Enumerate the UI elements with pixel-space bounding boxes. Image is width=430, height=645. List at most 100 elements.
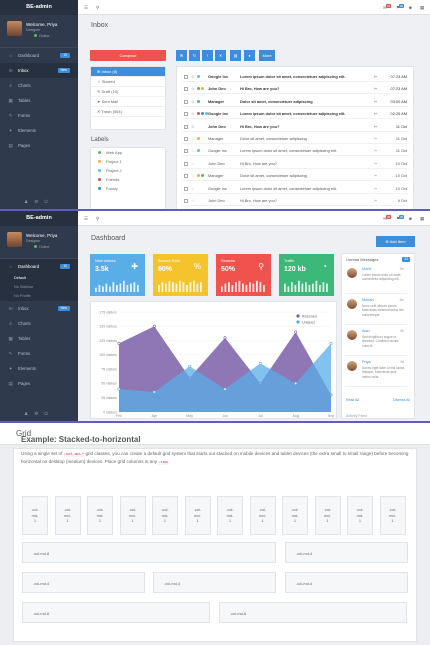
message-checkbox[interactable] (184, 84, 188, 94)
data-point[interactable] (294, 381, 298, 385)
trash-icon[interactable]: ✕ (215, 50, 226, 61)
star-icon[interactable]: ☆ (191, 136, 195, 141)
sidebar-item-forms[interactable]: ✎ Forms (0, 346, 78, 361)
sidebar-item-elements[interactable]: ✦ Elements (0, 361, 78, 376)
star-icon[interactable]: ☆ (191, 198, 195, 203)
folder-item[interactable]: ✎ Draft (10) (91, 87, 165, 97)
folder-item[interactable]: ✕ Trash (554) (91, 107, 165, 117)
sidebar-item-pages[interactable]: ▤ Pages (0, 376, 78, 391)
message-checkbox[interactable] (184, 122, 188, 132)
power-icon[interactable]: ⏻ (44, 411, 54, 416)
sidebar-item-inbox[interactable]: ✉ Inbox New (0, 63, 78, 78)
sidebar-item-dashboard[interactable]: ⌂ Dashboard 10 (0, 259, 78, 274)
inbox-icon[interactable]: ✉ (176, 50, 187, 61)
bell-icon[interactable]: ⚑ 99 (396, 4, 405, 10)
unread-message[interactable]: Mohit 2m Lorem ipsum dolor sit amet, conse… (345, 266, 407, 294)
message-checkbox[interactable] (184, 134, 188, 144)
star-icon[interactable]: ☆ (191, 123, 195, 129)
dismiss-all-link[interactable]: Dismiss All (393, 398, 410, 402)
message-checkbox[interactable] (184, 196, 188, 206)
message-row[interactable]: ☆ Google Inc Lorem ipsum dolor sit amet, c… (182, 146, 409, 157)
message-row[interactable]: ☆ John Deo Hi Bro, How are you? ✂ 10 Oct (182, 159, 409, 169)
message-checkbox[interactable] (184, 184, 188, 194)
refresh-icon[interactable]: ↻ (189, 50, 200, 61)
gear-icon[interactable]: ⚙ (34, 411, 45, 416)
message-row[interactable]: ☆ Google Inc Lorem ipsum dolor sit amet, c… (182, 184, 409, 194)
message-checkbox[interactable] (184, 109, 188, 119)
unread-message[interactable]: Mohan 5m Nunc velit ultrices ipsum. Maecen… (345, 297, 407, 325)
grid-icon[interactable]: ▦ (420, 5, 425, 10)
sidebar-item-inbox[interactable]: ✉ Inbox New (0, 301, 78, 316)
mail-icon[interactable]: ✉ 99 (383, 215, 392, 221)
menu-icon[interactable]: ☰ (84, 216, 89, 221)
star-icon[interactable]: ☆ (191, 86, 195, 92)
data-point[interactable] (329, 341, 333, 345)
folder-item[interactable]: ✉ Inbox (8) (91, 67, 165, 77)
message-checkbox[interactable] (184, 97, 188, 107)
unread-message[interactable]: Priya 9d Donec eget diam id nisi luctus tr… (345, 359, 407, 387)
star-icon[interactable]: ☆ (191, 185, 195, 191)
mail-icon[interactable]: ✉ 99 (383, 4, 392, 10)
user-icon[interactable]: ☻ (408, 216, 413, 221)
sidebar-item-pages[interactable]: ▤ Pages (0, 138, 78, 153)
folder-item[interactable]: ➤ Sent Mail (91, 97, 165, 107)
message-checkbox[interactable] (184, 146, 188, 156)
user-plus-icon[interactable]: ♟ (24, 411, 35, 416)
gear-icon[interactable]: ⚙ (34, 199, 45, 204)
star-icon[interactable]: ☆ (191, 173, 195, 179)
sidebar-item-charts[interactable]: ≡ Charts (0, 78, 78, 93)
message-row[interactable]: ☆ Google Inc Lorem ipsum dolor sit amet, c… (182, 109, 409, 120)
unread-message[interactable]: Alan 6h Sed fringilla ex augue ut tincidun… (345, 328, 407, 356)
data-point[interactable] (223, 387, 227, 391)
compose-button[interactable]: Compose (90, 50, 166, 61)
message-row[interactable]: ☆ Manager Dolor sit amet, consectetuer adi… (182, 171, 409, 182)
data-point[interactable] (223, 336, 227, 340)
data-point[interactable] (152, 324, 156, 328)
search-icon[interactable]: ⚲ (96, 5, 100, 10)
stat-tile[interactable]: Bounce Rate 60%% (153, 254, 208, 296)
message-row[interactable]: ☆ John Deo Hi Bro, How are you? ✂ 07:23 AM (182, 84, 409, 95)
star-icon[interactable]: ☆ (191, 111, 195, 117)
search-icon[interactable]: ⚲ (96, 216, 100, 221)
avatar[interactable] (7, 21, 22, 36)
brand-logo[interactable]: BE-admin (0, 211, 78, 226)
message-row[interactable]: ☆ John Deo Hi Bro, How are you? ✂ 11 Oct (182, 122, 409, 132)
alert-icon[interactable]: ! (202, 50, 213, 61)
data-point[interactable] (294, 330, 298, 334)
message-row[interactable]: ☆ John Deo Hi Bro, How are you? ✂ 9 Oct (182, 196, 409, 206)
message-row[interactable]: ☆ Manager Dolor sit amet, consectetuer adi… (182, 134, 409, 144)
user-icon[interactable]: ☻ (408, 5, 413, 10)
tag-icon[interactable]: ♦ (244, 50, 255, 61)
sidebar-item-tables[interactable]: ▦ Tables (0, 331, 78, 346)
label-item[interactable]: Friends (91, 175, 165, 184)
sidebar-item-charts[interactable]: ≡ Charts (0, 316, 78, 331)
star-icon[interactable]: ☆ (191, 160, 195, 166)
read-all-link[interactable]: Read All (346, 398, 360, 402)
menu-icon[interactable]: ☰ (84, 5, 89, 10)
message-checkbox[interactable] (184, 72, 188, 82)
label-item[interactable]: Web App (91, 148, 165, 157)
star-icon[interactable]: ☆ (191, 148, 195, 154)
user-plus-icon[interactable]: ♟ (24, 199, 35, 204)
data-point[interactable] (117, 341, 121, 345)
add-item-button[interactable]: ⊕ Add Item (376, 236, 415, 247)
label-item[interactable]: Project 1 (91, 157, 165, 166)
sidebar-item-tables[interactable]: ▦ Tables (0, 93, 78, 108)
star-icon[interactable]: ☆ (191, 98, 195, 104)
sidebar-item-dashboard[interactable]: ⌂ Dashboard 10 (0, 48, 78, 63)
folder-item[interactable]: ☆ Starred (91, 77, 165, 87)
power-icon[interactable]: ⏻ (44, 199, 54, 204)
stat-tile[interactable]: New visitors 3.5k ✚ (90, 254, 145, 296)
message-row[interactable]: ☆ Google Inc Lorem ipsum dolor sit amet, c… (182, 72, 409, 82)
sidebar-subitem[interactable]: Default (0, 274, 78, 283)
data-point[interactable] (152, 390, 156, 394)
data-point[interactable] (258, 361, 262, 365)
label-item[interactable]: Family (91, 184, 165, 193)
label-item[interactable]: Project 2 (91, 166, 165, 175)
sidebar-subitem[interactable]: No Sidebar (0, 283, 78, 292)
more-button[interactable]: More (259, 50, 275, 61)
message-checkbox[interactable] (184, 171, 188, 181)
sidebar-item-forms[interactable]: ✎ Forms (0, 108, 78, 123)
bell-icon[interactable]: ⚑ 99 (396, 215, 405, 221)
folder-icon[interactable]: ▤ (230, 50, 241, 61)
